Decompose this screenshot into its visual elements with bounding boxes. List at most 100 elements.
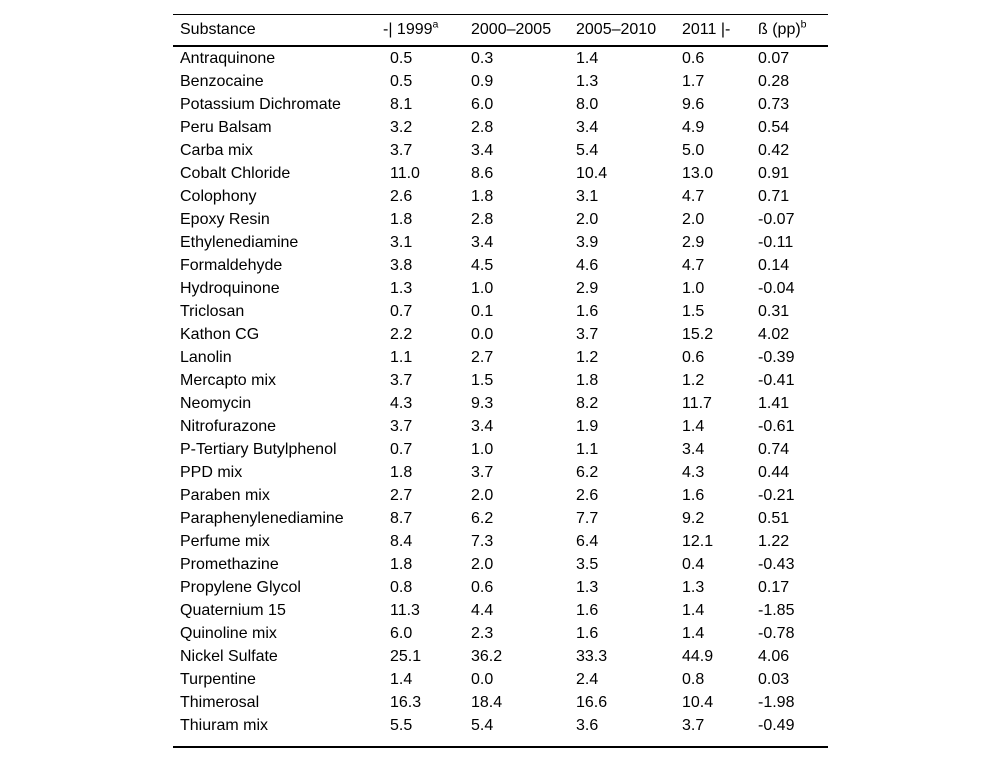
value-cell: 0.3	[471, 49, 494, 67]
table-row: Promethazine 1.8 2.0 3.5 0.4 -0.43	[173, 553, 828, 576]
table-row: PPD mix 1.8 3.7 6.2 4.3 0.44	[173, 461, 828, 484]
value-cell: -0.41	[758, 371, 795, 389]
value-cell: 1.6	[576, 302, 599, 320]
value-cell: 3.1	[390, 233, 413, 251]
value-cell: 1.0	[682, 279, 705, 297]
value-cell: 0.5	[390, 49, 413, 67]
value-cell: 0.42	[758, 141, 790, 159]
table-row: Hydroquinone 1.3 1.0 2.9 1.0 -0.04	[173, 277, 828, 300]
value-cell: 1.6	[576, 601, 599, 619]
value-cell: 0.8	[390, 578, 413, 596]
value-cell: 3.5	[576, 555, 599, 573]
value-cell: 4.5	[471, 256, 494, 274]
value-cell: 3.7	[390, 141, 413, 159]
value-cell: 1.1	[390, 348, 413, 366]
value-cell: 0.9	[471, 72, 494, 90]
substance-cell: Cobalt Chloride	[180, 164, 291, 182]
value-cell: -0.11	[758, 233, 794, 251]
table-row: Thiuram mix 5.5 5.4 3.6 3.7 -0.49	[173, 714, 828, 737]
value-cell: 2.3	[471, 624, 494, 642]
substance-cell: Perfume mix	[180, 532, 270, 550]
table-row: Propylene Glycol 0.8 0.6 1.3 1.3 0.17	[173, 576, 828, 599]
substance-cell: Turpentine	[180, 670, 256, 688]
substance-cell: Triclosan	[180, 302, 245, 320]
value-cell: 2.8	[471, 118, 494, 136]
column-header-2000-2005: 2000–2005	[471, 15, 576, 47]
substance-cell: Benzocaine	[180, 72, 264, 90]
column-header-label: -| 1999	[383, 21, 433, 38]
substance-cell: Peru Balsam	[180, 118, 272, 136]
value-cell: 0.54	[758, 118, 790, 136]
value-cell: 8.6	[471, 164, 494, 182]
value-cell: 1.0	[471, 440, 494, 458]
table-row: Thimerosal 16.3 18.4 16.6 10.4 -1.98	[173, 691, 828, 714]
value-cell: 2.0	[471, 555, 494, 573]
substance-cell: Epoxy Resin	[180, 210, 270, 228]
value-cell: 4.6	[576, 256, 599, 274]
value-cell: -1.98	[758, 693, 795, 711]
value-cell: 2.6	[390, 187, 413, 205]
table-row: Colophony 2.6 1.8 3.1 4.7 0.71	[173, 185, 828, 208]
substance-cell: PPD mix	[180, 463, 243, 481]
value-cell: 3.4	[576, 118, 599, 136]
value-cell: 0.4	[682, 555, 705, 573]
substance-cell: Thiuram mix	[180, 716, 269, 734]
value-cell: 4.7	[682, 187, 705, 205]
substance-cell: Potassium Dichromate	[180, 95, 341, 113]
value-cell: 5.4	[576, 141, 599, 159]
table-row: Cobalt Chloride 11.0 8.6 10.4 13.0 0.91	[173, 162, 828, 185]
value-cell: 9.3	[471, 394, 494, 412]
table-row: Nickel Sulfate 25.1 36.2 33.3 44.9 4.06	[173, 645, 828, 668]
value-cell: 10.4	[576, 164, 608, 182]
table-row: Ethylenediamine 3.1 3.4 3.9 2.9 -0.11	[173, 231, 828, 254]
value-cell: 1.9	[576, 417, 599, 435]
value-cell: 1.6	[682, 486, 705, 504]
value-cell: 5.4	[471, 716, 494, 734]
column-header-2005-2010: 2005–2010	[576, 15, 682, 47]
substance-cell: P-Tertiary Butylphenol	[180, 440, 337, 458]
value-cell: 3.8	[390, 256, 413, 274]
value-cell: 1.8	[390, 463, 413, 481]
table-row: Quaternium 15 11.3 4.4 1.6 1.4 -1.85	[173, 599, 828, 622]
value-cell: 0.0	[471, 670, 494, 688]
value-cell: 1.2	[682, 371, 705, 389]
substance-cell: Formaldehyde	[180, 256, 283, 274]
value-cell: 5.5	[390, 716, 413, 734]
substance-cell: Colophony	[180, 187, 257, 205]
substance-cell: Ethylenediamine	[180, 233, 299, 251]
value-cell: 0.0	[471, 325, 494, 343]
value-cell: 0.03	[758, 670, 790, 688]
table-body: Antraquinone 0.5 0.3 1.4 0.6 0.07 Benzocaine 0.…	[173, 46, 828, 737]
column-header-label: ß (pp)	[758, 21, 801, 38]
value-cell: 1.6	[576, 624, 599, 642]
value-cell: 2.9	[682, 233, 705, 251]
substance-cell: Paraphenylenediamine	[180, 509, 344, 527]
column-header-label: 2000–2005	[471, 21, 552, 38]
value-cell: -0.61	[758, 417, 795, 435]
value-cell: 1.1	[576, 440, 599, 458]
value-cell: 4.9	[682, 118, 705, 136]
value-cell: 0.1	[471, 302, 494, 320]
value-cell: 2.0	[576, 210, 599, 228]
value-cell: 0.17	[758, 578, 790, 596]
column-header-beta-pp: ß (pp)b	[758, 15, 828, 47]
value-cell: 1.4	[576, 49, 599, 67]
value-cell: 0.91	[758, 164, 790, 182]
substance-cell: Lanolin	[180, 348, 232, 366]
substances-prevalence-table: Substance -| 1999a 2000–2005 2005–2010 2…	[173, 15, 828, 737]
table-row: Peru Balsam 3.2 2.8 3.4 4.9 0.54	[173, 116, 828, 139]
value-cell: 2.2	[390, 325, 413, 343]
table-row: Carba mix 3.7 3.4 5.4 5.0 0.42	[173, 139, 828, 162]
value-cell: 2.8	[471, 210, 494, 228]
substance-cell: Mercapto mix	[180, 371, 277, 389]
column-header-pre-1999: -| 1999a	[383, 15, 471, 47]
value-cell: 8.4	[390, 532, 413, 550]
value-cell: 7.7	[576, 509, 599, 527]
table-row: Quinoline mix 6.0 2.3 1.6 1.4 -0.78	[173, 622, 828, 645]
value-cell: 44.9	[682, 647, 714, 665]
substances-prevalence-table-container: Substance -| 1999a 2000–2005 2005–2010 2…	[173, 14, 828, 748]
table-row: Nitrofurazone 3.7 3.4 1.9 1.4 -0.61	[173, 415, 828, 438]
value-cell: 0.14	[758, 256, 790, 274]
substance-cell: Thimerosal	[180, 693, 260, 711]
column-header-2011-onward: 2011 |-	[682, 15, 758, 47]
